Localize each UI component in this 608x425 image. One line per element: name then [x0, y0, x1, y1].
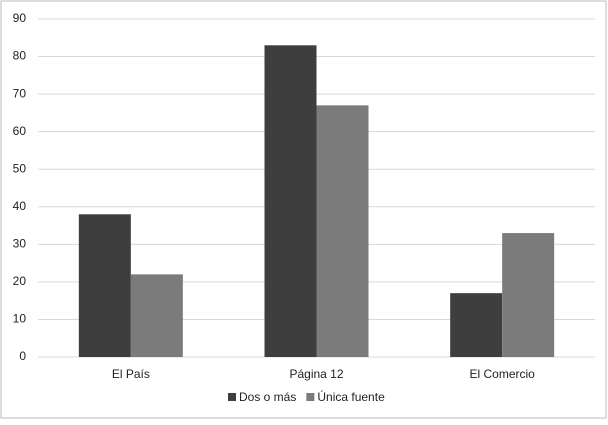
legend-swatch	[228, 393, 236, 401]
y-tick-label: 0	[19, 349, 26, 363]
y-tick-label: 90	[13, 11, 27, 25]
bar	[264, 45, 317, 358]
legend-label: Única fuente	[317, 389, 385, 404]
y-tick-label: 40	[13, 199, 27, 213]
y-tick-label: 20	[13, 274, 27, 288]
bar	[450, 293, 503, 357]
y-tick-label: 80	[13, 49, 27, 63]
bar	[502, 233, 555, 357]
legend-swatch	[306, 393, 315, 401]
y-tick-label: 30	[13, 237, 27, 251]
x-tick-label: El Comercio	[469, 367, 535, 381]
bar	[316, 105, 369, 357]
legend-label: Dos o más	[239, 390, 296, 404]
x-tick-label: Página 12	[289, 367, 343, 381]
x-tick-label: El País	[112, 367, 150, 381]
y-tick-label: 60	[13, 124, 27, 138]
bar	[78, 214, 131, 357]
y-tick-label: 50	[13, 161, 27, 175]
y-tick-label: 10	[13, 312, 27, 326]
y-tick-label: 70	[13, 86, 27, 100]
bar	[130, 274, 183, 357]
